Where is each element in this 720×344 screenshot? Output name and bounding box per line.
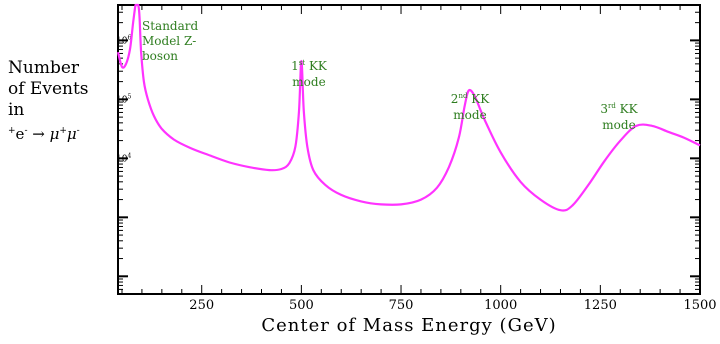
y-tick-label: 106 — [116, 34, 131, 46]
y-tick-label: 104 — [116, 152, 131, 164]
process-mu-1: μ — [49, 125, 60, 143]
y-axis-label-line-1: Number — [8, 58, 80, 78]
x-tick-label: 750 — [389, 298, 414, 313]
x-tick-label: 1500 — [683, 298, 716, 313]
y-axis-label-line-3: in — [8, 100, 25, 120]
y-axis-label-line-2: of Events — [8, 79, 89, 99]
x-tick-label: 1250 — [584, 298, 617, 313]
process-mu-plus: + — [59, 126, 67, 136]
annotation-label-2: 1st KK mode — [291, 59, 328, 89]
y-axis-label-process: +e- → μ+μ- — [8, 121, 89, 145]
process-arrow: → — [32, 125, 45, 143]
y-tick-label: 105 — [116, 93, 131, 105]
x-tick-label: 500 — [289, 298, 314, 313]
plot-frame — [117, 4, 701, 295]
x-tick-label: 1000 — [484, 298, 517, 313]
process-electron: e — [15, 125, 25, 143]
annotation-label-3: 2nd KK mode — [451, 92, 490, 122]
y-axis-label: Number of Events in +e- → μ+μ- — [8, 58, 89, 145]
annotation-label-1: Standard Model Z-boson — [142, 19, 198, 63]
series-line — [116, 3, 701, 212]
x-axis-label: Center of Mass Energy (GeV) — [261, 315, 556, 336]
process-mu-2: μ — [66, 125, 77, 143]
annotation-label-4: 3rd KK mode — [600, 102, 638, 132]
process-pre-charge: + — [8, 126, 16, 136]
process-mu-minus: - — [76, 126, 80, 136]
x-tick-label: 250 — [189, 298, 214, 313]
process-electron-charge: - — [24, 126, 28, 136]
